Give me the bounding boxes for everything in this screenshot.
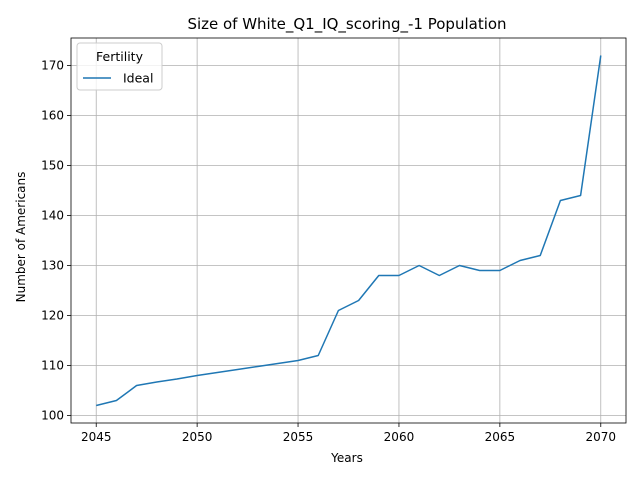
x-tick-label: 2065 [485,430,516,444]
plot-frame [70,37,627,424]
y-tick-label: 170 [41,59,64,73]
series-layer [96,55,602,407]
series-line-ideal [96,55,602,407]
x-tick-label: 2050 [182,430,213,444]
x-axis-label: Years [330,451,363,465]
y-tick-label: 150 [41,159,64,173]
x-tick-label: 2055 [283,430,314,444]
y-tick-label: 110 [41,359,64,373]
legend-title: Fertility [96,49,144,64]
y-axis-label: Number of Americans [14,172,28,303]
legend: Fertility Ideal [76,42,163,91]
y-tick-label: 140 [41,209,64,223]
x-tick-label: 2060 [384,430,415,444]
x-axis-ticks: 2045 2050 2055 2060 2065 2070 [81,423,616,444]
x-tick-label: 2045 [81,430,112,444]
y-tick-label: 130 [41,259,64,273]
chart-title: Size of White_Q1_IQ_scoring_-1 Populatio… [187,15,506,34]
y-axis-ticks: 100 110 120 130 140 150 160 170 [41,59,71,423]
legend-label-ideal: Ideal [123,71,153,86]
y-tick-label: 160 [41,109,64,123]
x-tick-label: 2070 [585,430,616,444]
y-tick-label: 120 [41,309,64,323]
y-tick-label: 100 [41,409,64,423]
grid-lines [71,38,626,423]
